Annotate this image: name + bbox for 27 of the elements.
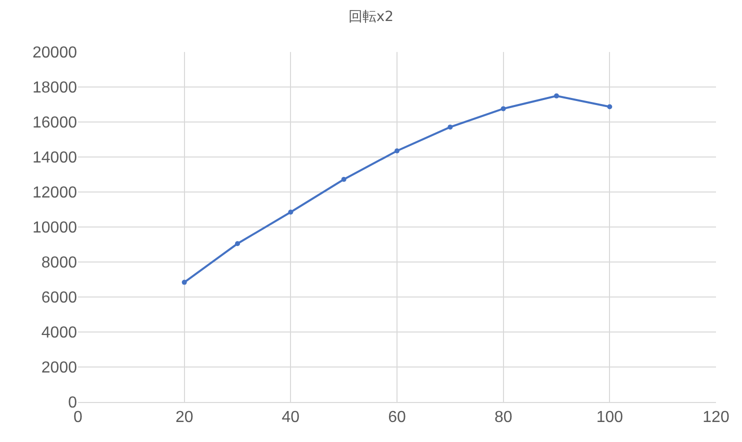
y-tick-label: 6000 — [41, 290, 78, 307]
y-tick-label: 0 — [68, 394, 78, 412]
point — [394, 148, 400, 154]
x-tick-label: 40 — [282, 409, 300, 426]
point — [182, 280, 187, 285]
point — [235, 241, 240, 246]
x-tick-label: 20 — [175, 409, 194, 426]
x-tick-label: 120 — [702, 409, 730, 426]
point — [607, 104, 612, 110]
point — [448, 124, 453, 130]
y-tick-label: 14000 — [32, 150, 78, 167]
y-tick-label: 2000 — [41, 360, 78, 377]
point — [500, 106, 506, 112]
y-tick-label: 20000 — [32, 44, 78, 62]
point — [554, 93, 559, 98]
y-tick-label: 12000 — [32, 184, 78, 202]
x-tick-label: 80 — [494, 409, 512, 426]
chart-title: 回転x2 — [348, 8, 394, 25]
y-tick-label: 18000 — [32, 80, 78, 97]
point — [341, 176, 346, 182]
point — [288, 210, 294, 215]
y-tick-label: 16000 — [32, 114, 78, 132]
x-tick-label: 100 — [596, 409, 624, 426]
y-tick-label: 4000 — [41, 324, 78, 342]
y-tick-label: 8000 — [41, 254, 78, 272]
x-tick-label: 60 — [388, 409, 406, 426]
y-tick-label: 10000 — [32, 220, 78, 237]
